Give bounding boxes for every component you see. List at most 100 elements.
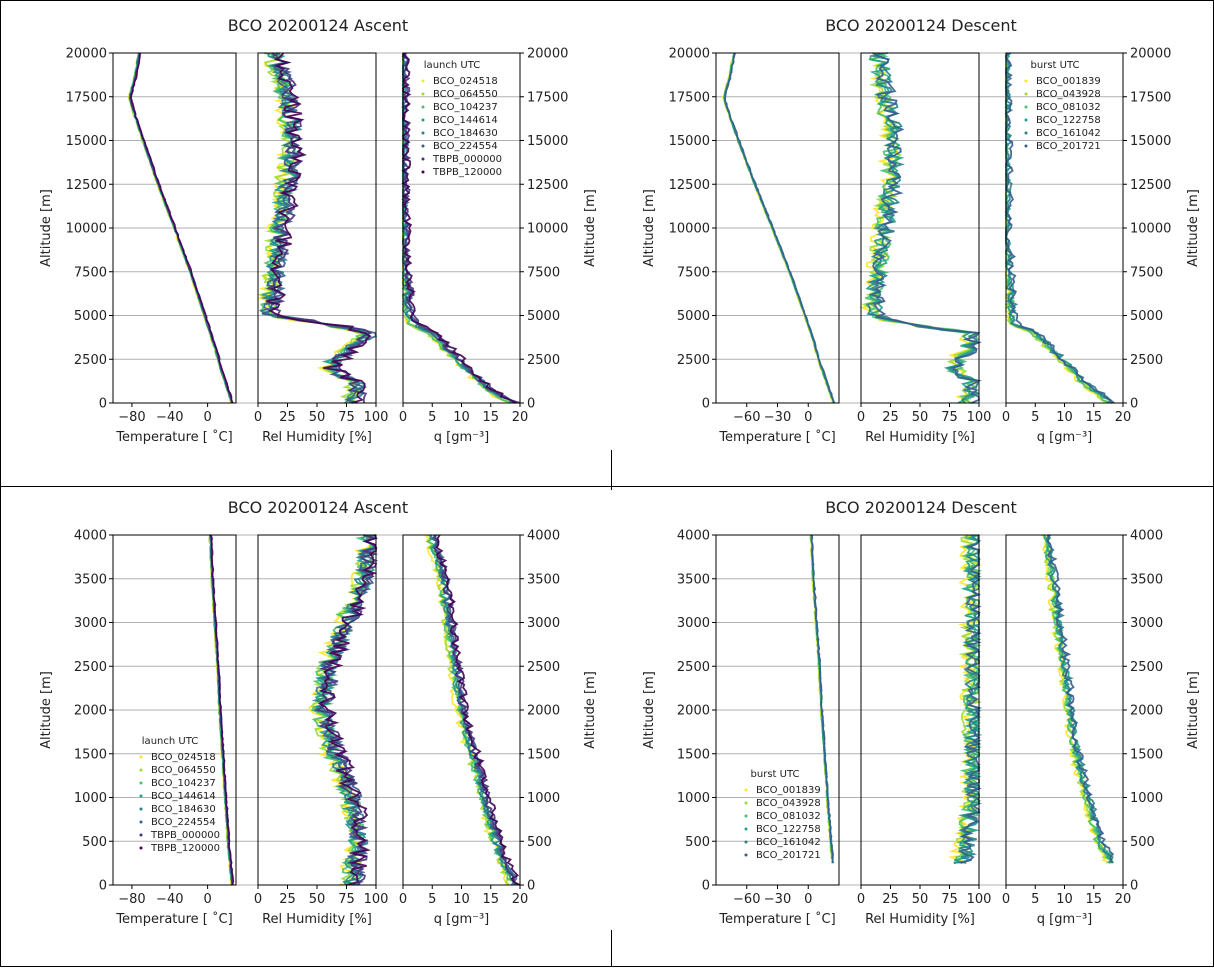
x-axis-label: Temperature [ ˚C]	[115, 911, 232, 927]
legend-entry: BCO_043928	[1036, 89, 1101, 100]
x-tick-label: 75	[941, 410, 958, 425]
y-tick-label-right: 17500	[1130, 90, 1171, 105]
x-tick-label: 50	[912, 892, 929, 907]
legend-marker	[421, 118, 425, 122]
y-axis-label-right: Altitude [m]	[1186, 189, 1201, 267]
x-tick-label: 0	[804, 410, 812, 425]
y-tick-label-right: 0	[527, 397, 535, 412]
y-tick-label: 1500	[677, 747, 710, 762]
y-tick-label-right: 5000	[527, 309, 560, 324]
y-tick-label: 17500	[669, 90, 710, 105]
series-line	[433, 534, 519, 886]
series-line	[318, 535, 379, 886]
y-tick-label: 17500	[66, 90, 107, 105]
legend-marker	[744, 814, 748, 818]
legend-entry: BCO_122758	[756, 824, 821, 835]
panel-title: BCO 20200124 Ascent	[228, 16, 408, 35]
x-tick-label: 15	[482, 892, 499, 907]
legend-entry: BCO_064550	[151, 765, 216, 776]
legend-marker	[1024, 92, 1028, 96]
legend: burst UTC BCO_001839 BCO_043928 BCO_081032 B…	[744, 769, 821, 861]
x-tick-label: 0	[399, 410, 407, 425]
x-tick-label: 10	[453, 892, 470, 907]
y-tick-label: 10000	[66, 222, 107, 237]
legend-marker	[139, 833, 143, 837]
series-line	[130, 52, 234, 404]
x-tick-label: 0	[254, 892, 262, 907]
y-tick-label-right: 17500	[527, 90, 568, 105]
x-tick-label: 0	[857, 410, 865, 425]
y-tick-label: 4000	[677, 529, 710, 544]
x-tick-label: −30	[764, 892, 791, 907]
series-line	[265, 52, 372, 404]
y-tick-label-right: 3500	[1130, 572, 1163, 587]
y-tick-label-right: 10000	[527, 222, 568, 237]
y-tick-label-right: 2500	[527, 353, 560, 368]
x-tick-label: 100	[967, 892, 992, 907]
y-tick-label-right: 20000	[527, 47, 568, 62]
y-axis-label-right: Altitude [m]	[583, 671, 598, 749]
y-tick-label-right: 0	[1130, 879, 1138, 894]
x-tick-label: 5	[428, 892, 436, 907]
legend-entry: BCO_184630	[151, 804, 216, 815]
x-tick-label: −60	[733, 410, 760, 425]
x-tick-label: 50	[309, 410, 326, 425]
y-axis-label: Altitude [m]	[642, 671, 657, 749]
series-line	[957, 534, 982, 864]
y-tick-label-right: 12500	[527, 178, 568, 193]
y-tick-label-right: 20000	[1130, 47, 1171, 62]
y-tick-label: 5000	[74, 309, 107, 324]
y-tick-label-right: 2500	[527, 660, 560, 675]
series-line	[954, 534, 983, 864]
legend-marker	[139, 768, 143, 772]
y-tick-label-right: 7500	[527, 265, 560, 280]
legend-marker	[421, 92, 425, 96]
legend-marker	[421, 105, 425, 109]
x-axis-label: Temperature [ ˚C]	[718, 429, 835, 445]
legend-marker	[421, 131, 425, 135]
x-tick-label: 0	[857, 892, 865, 907]
x-axis-label: Rel Humidity [%]	[865, 430, 975, 445]
y-tick-label-right: 2500	[1130, 660, 1163, 675]
legend-entry: TBPB_000000	[150, 830, 220, 841]
x-tick-label: 5	[1031, 892, 1039, 907]
series-line	[401, 52, 517, 404]
y-tick-label: 3000	[677, 616, 710, 631]
legend-marker	[421, 170, 425, 174]
y-tick-label: 15000	[669, 134, 710, 149]
x-tick-label: 0	[1002, 410, 1010, 425]
x-tick-label: 20	[1115, 892, 1132, 907]
y-axis-label-right: Altitude [m]	[1186, 671, 1201, 749]
y-tick-label: 2000	[677, 704, 710, 719]
legend-entry: BCO_024518	[151, 752, 216, 763]
legend-marker	[744, 853, 748, 857]
legend-title: burst UTC	[1031, 60, 1080, 71]
series-line	[257, 52, 364, 404]
y-axis-label: Altitude [m]	[642, 189, 657, 267]
legend-entry: BCO_081032	[1036, 102, 1101, 113]
x-tick-label: −30	[764, 410, 791, 425]
x-axis-label: Rel Humidity [%]	[262, 912, 372, 927]
panel-title: BCO 20200124 Ascent	[228, 498, 408, 517]
x-tick-label: 15	[482, 410, 499, 425]
series-line	[1041, 534, 1114, 864]
x-axis-label: q [gm⁻³]	[1037, 912, 1093, 927]
y-tick-label: 12500	[66, 178, 107, 193]
x-tick-label: 5	[1031, 410, 1039, 425]
x-tick-label: 10	[453, 410, 470, 425]
legend-entry: BCO_144614	[151, 791, 216, 802]
x-tick-label: 25	[279, 892, 296, 907]
y-tick-label: 15000	[66, 134, 107, 149]
series-line	[953, 534, 983, 864]
y-tick-label-right: 4000	[1130, 529, 1163, 544]
x-tick-label: −40	[156, 410, 183, 425]
legend-entry: BCO_081032	[756, 811, 821, 822]
y-tick-label-right: 0	[527, 879, 535, 894]
legend-entry: BCO_064550	[433, 89, 498, 100]
y-tick-label-right: 0	[1130, 397, 1138, 412]
y-axis-label: Altitude [m]	[39, 671, 54, 749]
y-tick-label-right: 5000	[1130, 309, 1163, 324]
y-tick-label-right: 2000	[527, 704, 560, 719]
